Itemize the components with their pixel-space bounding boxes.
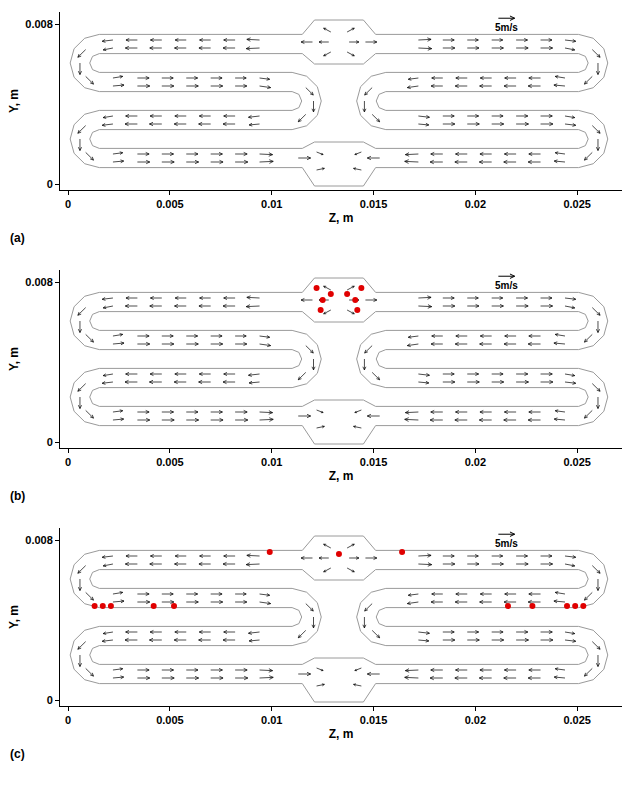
svg-text:5m/s: 5m/s [495,538,518,549]
svg-text:0.005: 0.005 [156,714,184,726]
svg-text:0: 0 [65,456,71,468]
svg-text:0.008: 0.008 [25,18,53,30]
svg-text:0.025: 0.025 [563,714,591,726]
svg-text:0.015: 0.015 [360,198,388,210]
svg-text:0.025: 0.025 [563,198,591,210]
svg-text:0.025: 0.025 [563,456,591,468]
svg-text:0: 0 [47,178,53,190]
svg-text:0.02: 0.02 [465,198,486,210]
svg-text:0.005: 0.005 [156,198,184,210]
svg-text:0.008: 0.008 [25,534,53,546]
svg-text:(c): (c) [10,747,25,761]
svg-text:Z, m: Z, m [329,727,354,741]
svg-text:0.015: 0.015 [360,456,388,468]
svg-text:0.02: 0.02 [465,714,486,726]
svg-text:0.005: 0.005 [156,456,184,468]
svg-text:0.008: 0.008 [25,276,53,288]
svg-text:Y, m: Y, m [7,605,21,629]
svg-text:0.01: 0.01 [261,714,282,726]
svg-text:0.015: 0.015 [360,714,388,726]
svg-text:(b): (b) [10,489,25,503]
svg-text:0: 0 [65,714,71,726]
svg-text:0: 0 [47,436,53,448]
svg-text:0.02: 0.02 [465,456,486,468]
svg-text:(a): (a) [10,231,25,245]
svg-text:Z, m: Z, m [329,469,354,483]
svg-text:5m/s: 5m/s [495,280,518,291]
svg-text:Y, m: Y, m [7,347,21,371]
svg-text:Y, m: Y, m [7,89,21,113]
svg-text:0.01: 0.01 [261,456,282,468]
svg-text:Z, m: Z, m [329,211,354,225]
svg-text:0.01: 0.01 [261,198,282,210]
svg-text:0: 0 [47,694,53,706]
svg-text:5m/s: 5m/s [495,22,518,33]
svg-text:0: 0 [65,198,71,210]
